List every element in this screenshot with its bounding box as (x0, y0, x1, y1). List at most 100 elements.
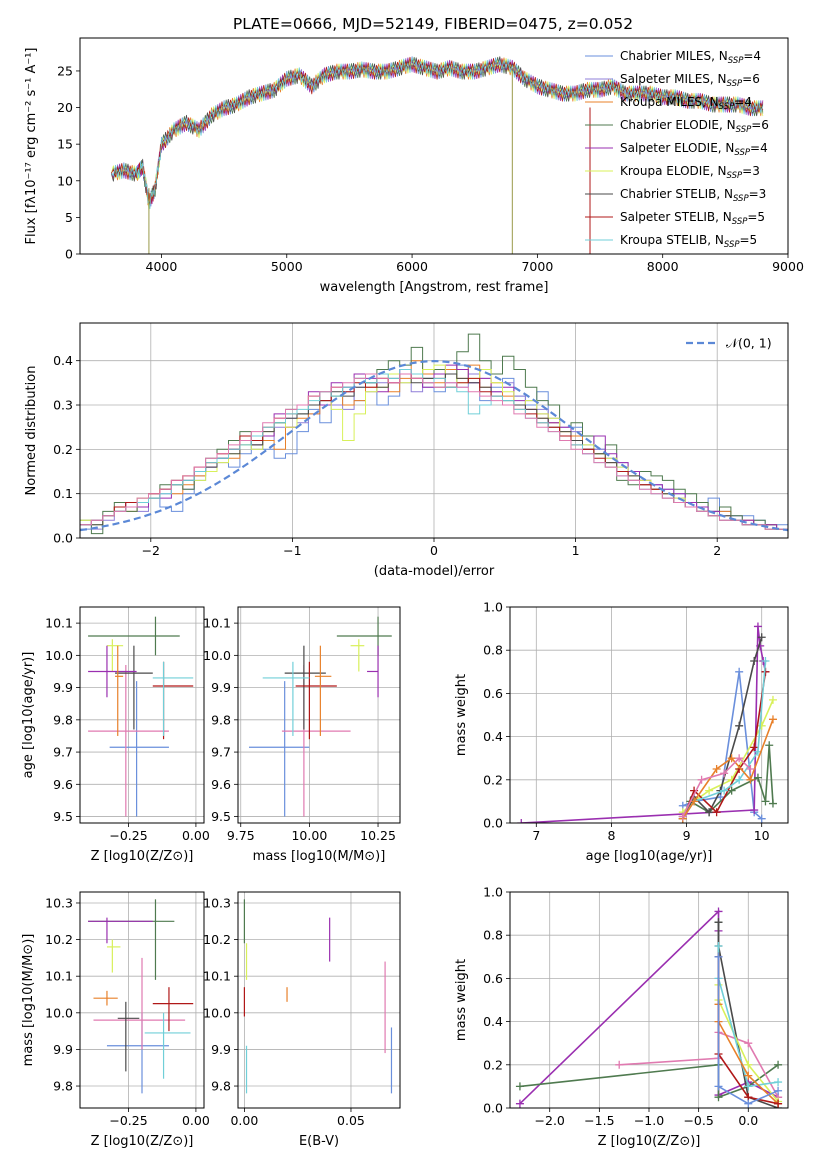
spectrum-model-line (111, 57, 764, 209)
y-axis-label: mass weight (454, 674, 469, 756)
axes-frame-rect (237, 891, 401, 1109)
data-point-marker (750, 806, 759, 815)
mass-weight-line (717, 922, 779, 1108)
y-tick-label: 9.9 (53, 1042, 73, 1057)
legend-label: Kroupa ELODIE, NSSP=3 (620, 164, 760, 181)
legend-label-tail: =6 (742, 72, 760, 86)
x-tick-label: −1.0 (634, 1113, 664, 1128)
legend-label-main: Salpeter ELODIE, N (620, 141, 734, 155)
data-point-marker (774, 1086, 783, 1095)
spectrum-model-line (110, 56, 764, 208)
gaussian-reference-curve (80, 359, 788, 532)
y-tick-label: 9.8 (211, 1079, 231, 1094)
data-point-marker (757, 633, 766, 642)
x-tick-label: 10 (754, 828, 770, 843)
data-point-marker (735, 775, 744, 784)
legend-label-main: Chabrier ELODIE, N (620, 118, 736, 132)
x-tick-label: 7 (532, 828, 540, 843)
y-tick-label: 0.0 (483, 816, 503, 831)
data-point-marker (727, 754, 736, 763)
data-point-marker (746, 775, 755, 784)
axes-frame: −2 −1 0 1 2 0.0 0.1 0.2 0.3 0.4 (data-model)/error… (24, 322, 789, 579)
y-tick-label: 10.1 (203, 616, 231, 631)
data-point-marker (720, 769, 729, 778)
spectrum-model-line (111, 56, 764, 206)
legend-label: Salpeter ELODIE, NSSP=4 (620, 141, 768, 158)
legend-label: Kroupa MILES, NSSP=4 (620, 95, 752, 112)
plot-area (515, 907, 783, 1108)
data-point-marker (757, 721, 766, 730)
y-axis-label: Normed distribution (24, 366, 39, 496)
x-axis-label: mass [log10(M/M⊙)] (253, 849, 386, 864)
data-point-marker (714, 1093, 723, 1102)
data-point-marker (735, 754, 744, 763)
x-tick-label: 10.25 (360, 828, 396, 843)
data-point-marker (765, 741, 774, 750)
legend-label-main: Salpeter STELIB, N (620, 210, 732, 224)
legend-label-main: Chabrier MILES, N (620, 49, 728, 63)
x-tick-label: 4000 (146, 259, 178, 274)
x-tick-label: 0.05 (337, 1113, 365, 1128)
mass-vs-metallicity-panel: −0.25 0.00 9.8 9.9 10.0 10.1 10.2 10.3 Z [log10(… (21, 891, 210, 1149)
x-tick-label: −2.0 (535, 1113, 565, 1128)
legend-label: Salpeter MILES, NSSP=6 (620, 72, 760, 89)
mass-weight-line (682, 719, 774, 820)
legend-label-sub: SSP (734, 148, 750, 158)
x-tick-label: 0.0 (738, 1113, 758, 1128)
axes-frame-rect (509, 606, 789, 824)
y-tick-label: 5 (65, 210, 73, 225)
y-tick-label: 0.4 (483, 1014, 503, 1029)
y-tick-label: 9.8 (53, 1079, 73, 1094)
y-tick-label: 10.3 (45, 895, 73, 910)
y-tick-label: 10 (57, 173, 73, 188)
y-tick-label: 0.1 (53, 486, 73, 501)
data-point-marker (705, 786, 714, 795)
axes-frame: 9.75 10.00 10.25 9.5 9.6 9.7 9.8 9.9 10.0 10.1 mas… (203, 606, 401, 864)
plot-area (248, 616, 392, 817)
legend-label-main: Kroupa STELIB, N (620, 233, 724, 247)
plot-area (243, 899, 393, 1094)
x-tick-label: 2 (713, 543, 721, 558)
y-tick-label: 9.9 (53, 680, 73, 695)
data-point-marker (768, 799, 777, 808)
data-point-marker (744, 1039, 753, 1048)
y-tick-label: 10.0 (45, 648, 73, 663)
legend-label-main: Chabrier STELIB, N (620, 187, 733, 201)
data-point-marker (761, 797, 770, 806)
x-axis-label: E(B-V) (299, 1134, 339, 1149)
axes-frame: 4000 5000 6000 7000 8000 9000 0 5 10 15 20 25 wavele… (24, 37, 804, 295)
data-point-marker (746, 765, 755, 773)
y-tick-label: 10.1 (203, 969, 231, 984)
legend-label-sub: SSP (736, 125, 752, 135)
y-tick-label: 25 (57, 63, 73, 78)
legend-label-sub: SSP (724, 240, 740, 250)
plot-area (80, 333, 788, 535)
legend-label-tail: =4 (750, 141, 768, 155)
data-point-marker (750, 657, 759, 665)
mass-vs-ebv-panel: 0.00 0.05 9.8 9.9 10.0 10.1 10.2 10.3 E(B-V) (203, 891, 401, 1149)
data-point-marker (768, 715, 777, 724)
y-tick-label: 0.2 (483, 772, 503, 787)
spectrum-panel: 4000 5000 6000 7000 8000 9000 0 5 10 15 20 25 wavele… (24, 37, 804, 295)
y-tick-label: 0.3 (53, 398, 73, 413)
figure-title: PLATE=0666, MJD=52149, FIBERID=0475, z=0… (233, 15, 633, 33)
axes-frame-rect (79, 891, 205, 1109)
legend-label-sub: SSP (732, 217, 748, 227)
legend-label-tail: =3 (749, 187, 767, 201)
y-axis-label: mass [log10(M/M⊙)] (21, 934, 36, 1067)
legend-label-sub: SSP (719, 102, 735, 112)
plot-area (110, 56, 764, 254)
x-tick-label: −1.5 (584, 1113, 614, 1128)
legend-label-tail: =6 (751, 118, 769, 132)
data-point-marker (714, 918, 723, 927)
y-tick-label: 10.0 (203, 1005, 231, 1020)
legend-label-sub: SSP (733, 194, 749, 204)
y-tick-label: 9.5 (53, 809, 73, 824)
data-point-marker (753, 773, 762, 782)
legend-label: Chabrier STELIB, NSSP=3 (620, 187, 766, 204)
data-point-marker (744, 1082, 753, 1091)
x-axis-label: Z [log10(Z/Z⊙)] (598, 1134, 701, 1149)
x-tick-label: 6000 (396, 259, 428, 274)
x-tick-label: 0 (430, 543, 438, 558)
